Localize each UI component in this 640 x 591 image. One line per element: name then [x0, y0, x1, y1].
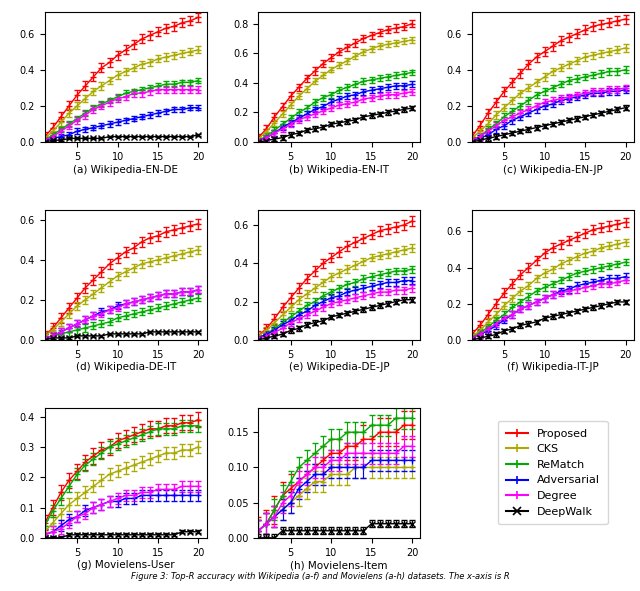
- X-axis label: (h) Movielens-Item: (h) Movielens-Item: [291, 560, 388, 570]
- X-axis label: (d) Wikipedia-DE-IT: (d) Wikipedia-DE-IT: [76, 362, 176, 372]
- X-axis label: (c) Wikipedia-EN-JP: (c) Wikipedia-EN-JP: [503, 164, 603, 174]
- X-axis label: (f) Wikipedia-IT-JP: (f) Wikipedia-IT-JP: [507, 362, 598, 372]
- Text: Figure 3: Top-R accuracy with Wikipedia (a-f) and Movielens (a-h) datasets. The : Figure 3: Top-R accuracy with Wikipedia …: [131, 572, 509, 581]
- X-axis label: (g) Movielens-User: (g) Movielens-User: [77, 560, 175, 570]
- Legend: Proposed, CKS, ReMatch, Adversarial, Degree, DeepWalk: Proposed, CKS, ReMatch, Adversarial, Deg…: [498, 421, 607, 524]
- X-axis label: (e) Wikipedia-DE-JP: (e) Wikipedia-DE-JP: [289, 362, 390, 372]
- X-axis label: (a) Wikipedia-EN-DE: (a) Wikipedia-EN-DE: [73, 164, 178, 174]
- X-axis label: (b) Wikipedia-EN-IT: (b) Wikipedia-EN-IT: [289, 164, 389, 174]
